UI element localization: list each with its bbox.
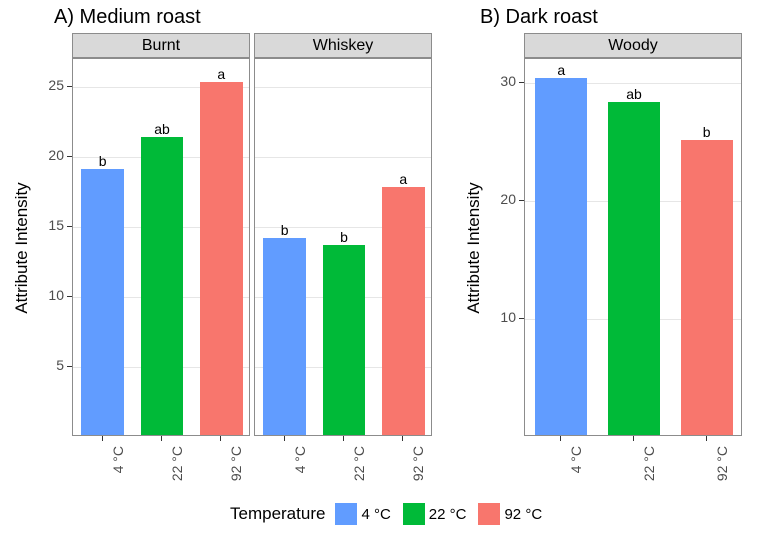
bar <box>141 137 184 435</box>
gridline <box>255 87 431 88</box>
panel-a-title: A) Medium roast <box>54 6 201 29</box>
y-tick-mark <box>67 296 72 297</box>
x-tick-mark <box>706 436 707 441</box>
y-tick-label: 5 <box>36 357 64 373</box>
y-axis-label-b: Attribute Intensity <box>464 178 484 318</box>
bar-annotation: b <box>99 153 107 169</box>
x-tick-mark <box>284 436 285 441</box>
y-tick-label: 15 <box>36 217 64 233</box>
bar-annotation: a <box>557 62 565 78</box>
x-tick-mark <box>402 436 403 441</box>
plot-area-whiskey: b b a <box>254 58 432 436</box>
bar <box>535 78 587 435</box>
bar <box>323 245 366 435</box>
bar <box>382 187 425 435</box>
legend-label-92c: 92 °C <box>504 506 542 523</box>
legend-swatch-4c <box>335 503 357 525</box>
facet-strip-woody: Woody <box>524 33 742 58</box>
x-tick-label: 92 °C <box>228 446 244 490</box>
bar <box>608 102 660 435</box>
legend-label-22c: 22 °C <box>429 506 467 523</box>
x-tick-mark <box>220 436 221 441</box>
bar <box>200 82 243 435</box>
x-tick-mark <box>161 436 162 441</box>
x-tick-label: 22 °C <box>641 446 657 490</box>
y-tick-mark <box>519 318 524 319</box>
facet-strip-burnt-label: Burnt <box>142 37 180 55</box>
y-tick-label: 20 <box>488 191 516 207</box>
x-tick-label: 22 °C <box>169 446 185 490</box>
gridline <box>255 157 431 158</box>
bar <box>81 169 124 435</box>
x-tick-label: 4 °C <box>568 446 584 490</box>
facet-strip-whiskey: Whiskey <box>254 33 432 58</box>
y-tick-mark <box>67 366 72 367</box>
x-tick-label: 4 °C <box>292 446 308 490</box>
legend-swatch-92c <box>478 503 500 525</box>
plot-area-woody: a ab b <box>524 58 742 436</box>
bar-annotation: b <box>340 229 348 245</box>
y-tick-mark <box>519 82 524 83</box>
y-tick-mark <box>67 86 72 87</box>
legend-item-4c: 4 °C <box>335 503 390 525</box>
legend-label-4c: 4 °C <box>361 506 390 523</box>
y-tick-label: 10 <box>488 309 516 325</box>
bar <box>263 238 306 435</box>
x-tick-mark <box>102 436 103 441</box>
y-tick-label: 10 <box>36 287 64 303</box>
bar-annotation: ab <box>626 86 642 102</box>
x-tick-mark <box>633 436 634 441</box>
facet-strip-woody-label: Woody <box>608 37 658 55</box>
legend-title: Temperature <box>230 504 325 524</box>
figure-root: A) Medium roast B) Dark roast Attribute … <box>0 0 765 541</box>
x-tick-label: 92 °C <box>410 446 426 490</box>
y-axis-label-a: Attribute Intensity <box>12 178 32 318</box>
legend-item-22c: 22 °C <box>403 503 467 525</box>
x-tick-mark <box>343 436 344 441</box>
bar-annotation: ab <box>154 121 170 137</box>
y-tick-label: 20 <box>36 147 64 163</box>
legend: Temperature 4 °C 22 °C 92 °C <box>230 503 548 525</box>
bar <box>681 140 733 435</box>
x-tick-mark <box>560 436 561 441</box>
y-tick-label: 25 <box>36 77 64 93</box>
panel-b-title: B) Dark roast <box>480 6 598 29</box>
bar-annotation: b <box>281 222 289 238</box>
plot-area-burnt: b ab a <box>72 58 250 436</box>
bar-annotation: b <box>703 124 711 140</box>
y-tick-mark <box>519 200 524 201</box>
y-tick-mark <box>67 156 72 157</box>
y-tick-label: 30 <box>488 73 516 89</box>
bar-annotation: a <box>399 171 407 187</box>
y-tick-mark <box>67 226 72 227</box>
x-tick-label: 4 °C <box>110 446 126 490</box>
legend-swatch-22c <box>403 503 425 525</box>
bar-annotation: a <box>217 66 225 82</box>
x-tick-label: 92 °C <box>714 446 730 490</box>
x-tick-label: 22 °C <box>351 446 367 490</box>
facet-strip-whiskey-label: Whiskey <box>313 37 373 55</box>
facet-strip-burnt: Burnt <box>72 33 250 58</box>
legend-item-92c: 92 °C <box>478 503 542 525</box>
